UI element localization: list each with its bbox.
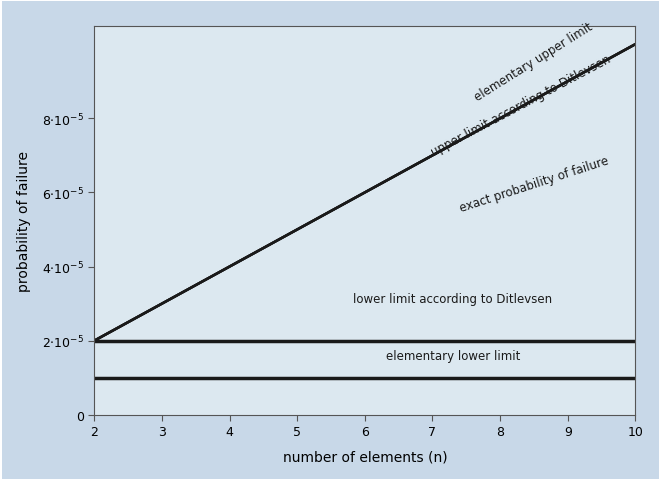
Text: elementary upper limit: elementary upper limit	[473, 20, 595, 104]
X-axis label: number of elements (n): number of elements (n)	[282, 449, 447, 463]
Text: exact probability of failure: exact probability of failure	[458, 154, 610, 215]
Text: upper limit according to Ditlevsen: upper limit according to Ditlevsen	[428, 53, 612, 159]
Y-axis label: probability of failure: probability of failure	[16, 150, 30, 291]
Text: lower limit according to Ditlevsen: lower limit according to Ditlevsen	[353, 292, 552, 305]
Text: elementary lower limit: elementary lower limit	[385, 349, 520, 362]
